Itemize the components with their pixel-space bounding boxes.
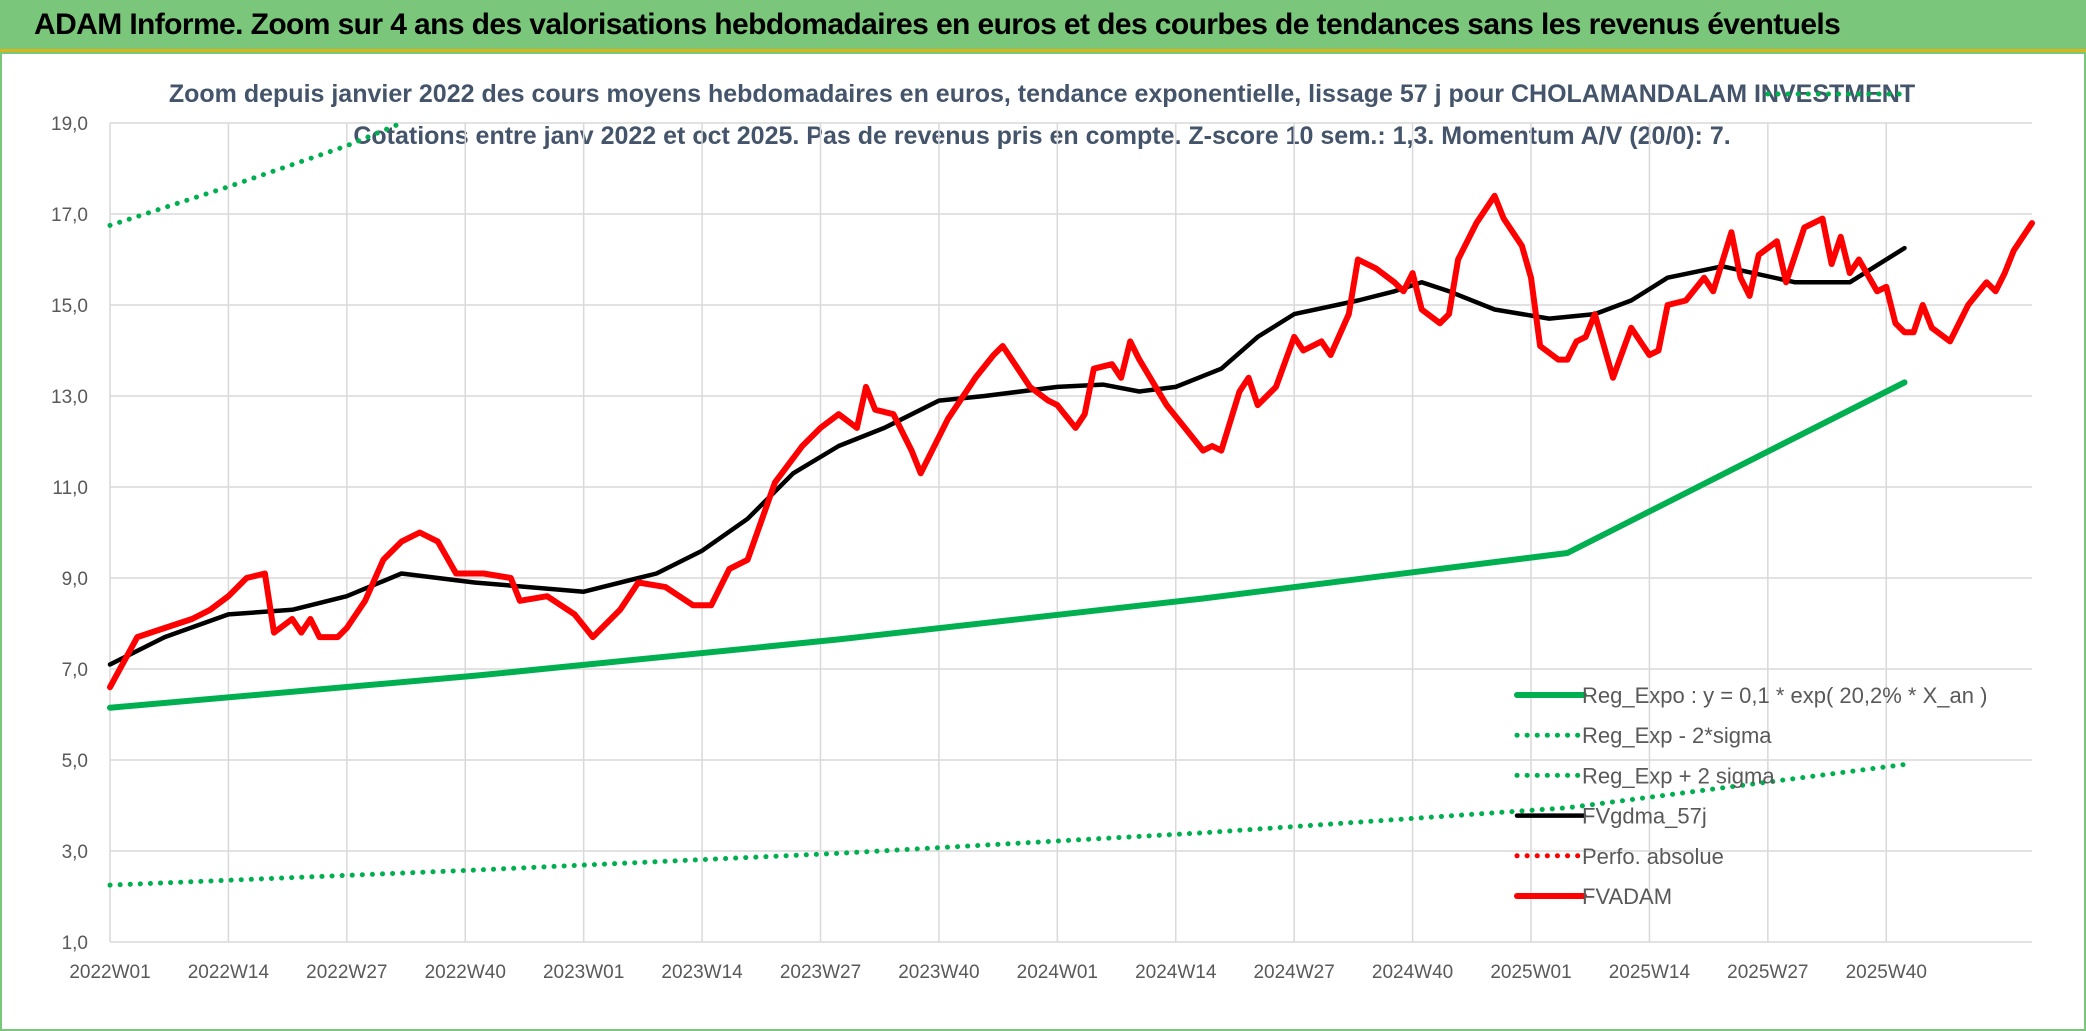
- x-tick-label: 2024W14: [1135, 962, 1217, 983]
- line-chart: Zoom depuis janvier 2022 des cours moyen…: [51, 80, 2035, 983]
- y-tick-label: 19,0: [51, 114, 88, 135]
- x-tick-label: 2024W40: [1372, 962, 1453, 983]
- y-tick-label: 3,0: [62, 842, 88, 863]
- y-tick-label: 5,0: [62, 751, 88, 772]
- x-tick-label: 2025W40: [1846, 962, 1927, 983]
- x-tick-label: 2025W01: [1490, 962, 1571, 983]
- series-line-3: [107, 245, 1907, 667]
- x-tick-label: 2022W14: [188, 962, 270, 983]
- legend-label: Perfo. absolue: [1582, 844, 1724, 869]
- x-tick-label: 2022W27: [306, 962, 387, 983]
- legend: Reg_Expo : y = 0,1 * exp( 20,2% * X_an )…: [1514, 683, 1987, 909]
- y-tick-label: 17,0: [51, 205, 88, 226]
- x-tick-label: 2025W27: [1727, 962, 1808, 983]
- x-tick-label: 2023W40: [898, 962, 979, 983]
- y-tick-label: 15,0: [51, 296, 88, 317]
- x-tick-label: 2024W01: [1017, 962, 1098, 983]
- chart-title: Zoom depuis janvier 2022 des cours moyen…: [169, 80, 1915, 108]
- chart-frame: Zoom depuis janvier 2022 des cours moyen…: [0, 52, 2086, 1031]
- x-tick-label: 2023W27: [780, 962, 861, 983]
- x-tick-label: 2023W01: [543, 962, 624, 983]
- series-line-1: [107, 762, 1907, 888]
- report-banner: ADAM Informe. Zoom sur 4 ans des valoris…: [0, 0, 2086, 52]
- series-line-2: [107, 91, 1907, 228]
- series-line-0: [107, 379, 1908, 711]
- x-tick-label: 2022W40: [425, 962, 506, 983]
- y-tick-label: 13,0: [51, 387, 88, 408]
- x-axis-labels: 2022W01 2022W14 2022W27 2022W40 2023W01 2023W…: [69, 962, 1927, 983]
- x-tick-label: 2022W01: [69, 962, 150, 983]
- y-tick-label: 9,0: [62, 569, 88, 590]
- x-tick-label: 2025W14: [1609, 962, 1691, 983]
- chart-subtitle: Cotations entre janv 2022 et oct 2025. P…: [353, 122, 1730, 150]
- y-tick-label: 1,0: [62, 933, 88, 954]
- legend-label: Reg_Expo : y = 0,1 * exp( 20,2% * X_an ): [1582, 683, 1987, 708]
- y-tick-label: 7,0: [62, 660, 88, 681]
- legend-label: Reg_Exp - 2*sigma: [1582, 723, 1772, 748]
- y-axis-labels: 1,0 3,0 5,0 7,0 9,0 11,0 13,0 15,0 17,0 19,0: [51, 114, 88, 954]
- series-lines: [107, 91, 2035, 888]
- legend-label: FVgdma_57j: [1582, 804, 1707, 829]
- y-tick-label: 11,0: [52, 478, 88, 499]
- x-tick-label: 2024W27: [1253, 962, 1334, 983]
- legend-label: Reg_Exp + 2 sigma: [1582, 763, 1775, 788]
- series-line-5: [107, 192, 2035, 691]
- legend-label: FVADAM: [1582, 884, 1672, 909]
- gridlines: [109, 122, 2032, 943]
- x-tick-label: 2023W14: [661, 962, 743, 983]
- report-title: ADAM Informe. Zoom sur 4 ans des valoris…: [34, 7, 1841, 41]
